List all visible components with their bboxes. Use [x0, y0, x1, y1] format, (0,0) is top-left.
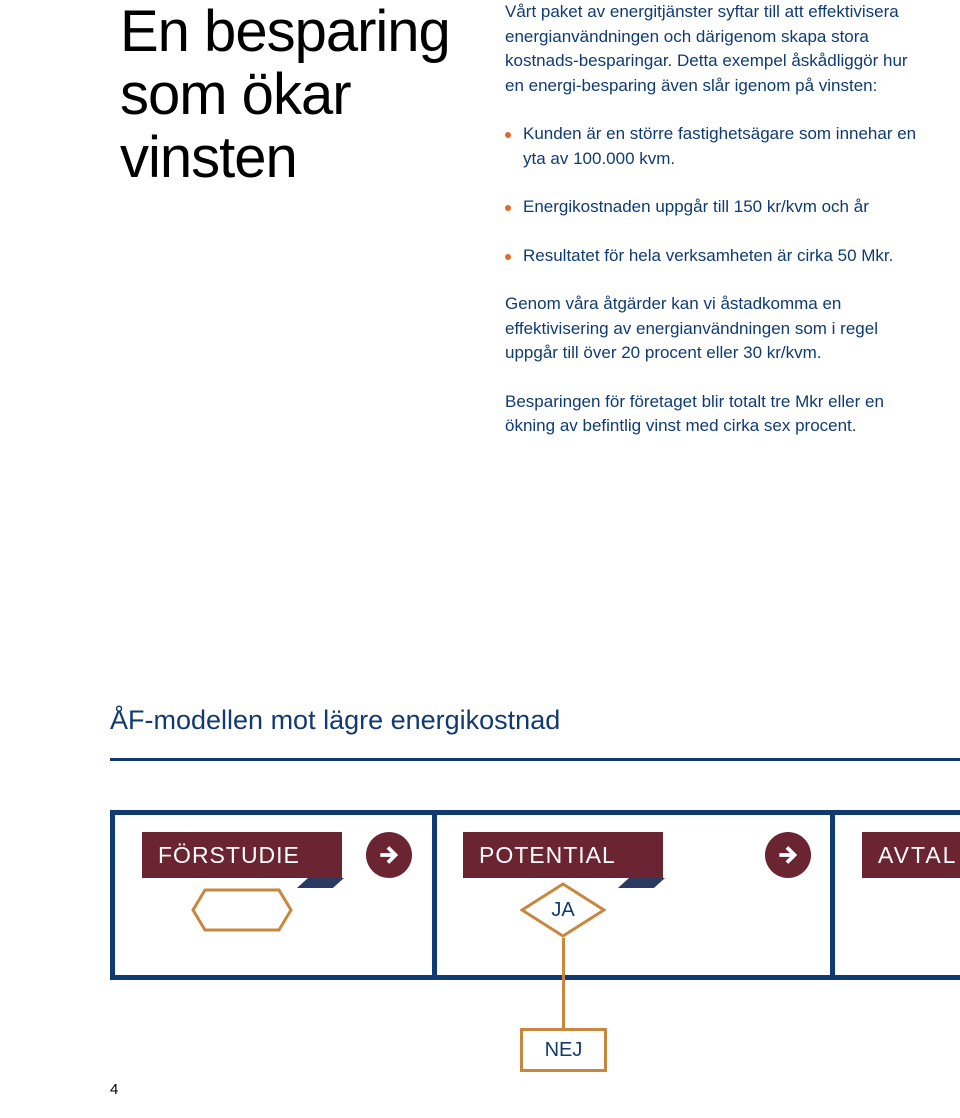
body-text: Vårt paket av energitjänster syftar till…: [505, 0, 920, 463]
headline-line-3: vinsten: [120, 126, 450, 189]
page: En besparing som ökar vinsten Vårt paket…: [0, 0, 960, 1118]
bullet-dot-icon: [505, 254, 511, 260]
step-forstudie: FÖRSTUDIE: [142, 832, 342, 878]
decision-ja-label: JA: [520, 882, 606, 938]
bullet-item: Energikostnaden uppgår till 150 kr/kvm o…: [505, 195, 920, 220]
flow-frame-divider: [432, 810, 437, 980]
step-label: FÖRSTUDIE: [158, 842, 300, 869]
headline: En besparing som ökar vinsten: [120, 0, 450, 189]
bullet-dot-icon: [505, 205, 511, 211]
intro-paragraph: Vårt paket av energitjänster syftar till…: [505, 0, 920, 98]
arrow-icon: [366, 832, 412, 878]
decision-nej-label: NEJ: [545, 1039, 583, 1062]
step-notch: [618, 878, 665, 888]
paragraph-2: Besparingen för företaget blir totalt tr…: [505, 390, 920, 439]
flow-diagram: FÖRSTUDIE POTENTIAL JA NEJ AVTAL: [110, 780, 960, 1040]
arrow-icon: [765, 832, 811, 878]
step-label: AVTAL: [878, 842, 957, 869]
paragraph-1: Genom våra åtgärder kan vi åstadkomma en…: [505, 292, 920, 366]
step-potential: POTENTIAL: [463, 832, 663, 878]
bullet-dot-icon: [505, 132, 511, 138]
step-label: POTENTIAL: [479, 842, 616, 869]
bullet-text: Resultatet för hela verksamheten är cirk…: [523, 246, 893, 265]
subheading: ÅF-modellen mot lägre energikostnad: [110, 705, 560, 736]
step-notch: [297, 878, 344, 888]
headline-line-1: En besparing: [120, 0, 450, 63]
hexagon-icon: [191, 888, 293, 932]
after-list: Genom våra åtgärder kan vi åstadkomma en…: [505, 292, 920, 439]
bullet-list: Kunden är en större fastighetsägare som …: [505, 122, 920, 268]
decision-connector: [562, 938, 565, 1028]
step-avtal: AVTAL: [862, 832, 960, 878]
bullet-text: Energikostnaden uppgår till 150 kr/kvm o…: [523, 197, 869, 216]
page-number: 4: [110, 1081, 118, 1098]
decision-nej: NEJ: [520, 1028, 607, 1072]
horizontal-rule: [110, 758, 960, 761]
bullet-text: Kunden är en större fastighetsägare som …: [523, 124, 916, 168]
flow-frame-divider: [110, 810, 115, 980]
headline-line-2: som ökar: [120, 63, 450, 126]
bullet-item: Resultatet för hela verksamheten är cirk…: [505, 244, 920, 269]
bullet-item: Kunden är en större fastighetsägare som …: [505, 122, 920, 171]
flow-frame-divider: [830, 810, 835, 980]
decision-ja: JA: [520, 882, 606, 938]
